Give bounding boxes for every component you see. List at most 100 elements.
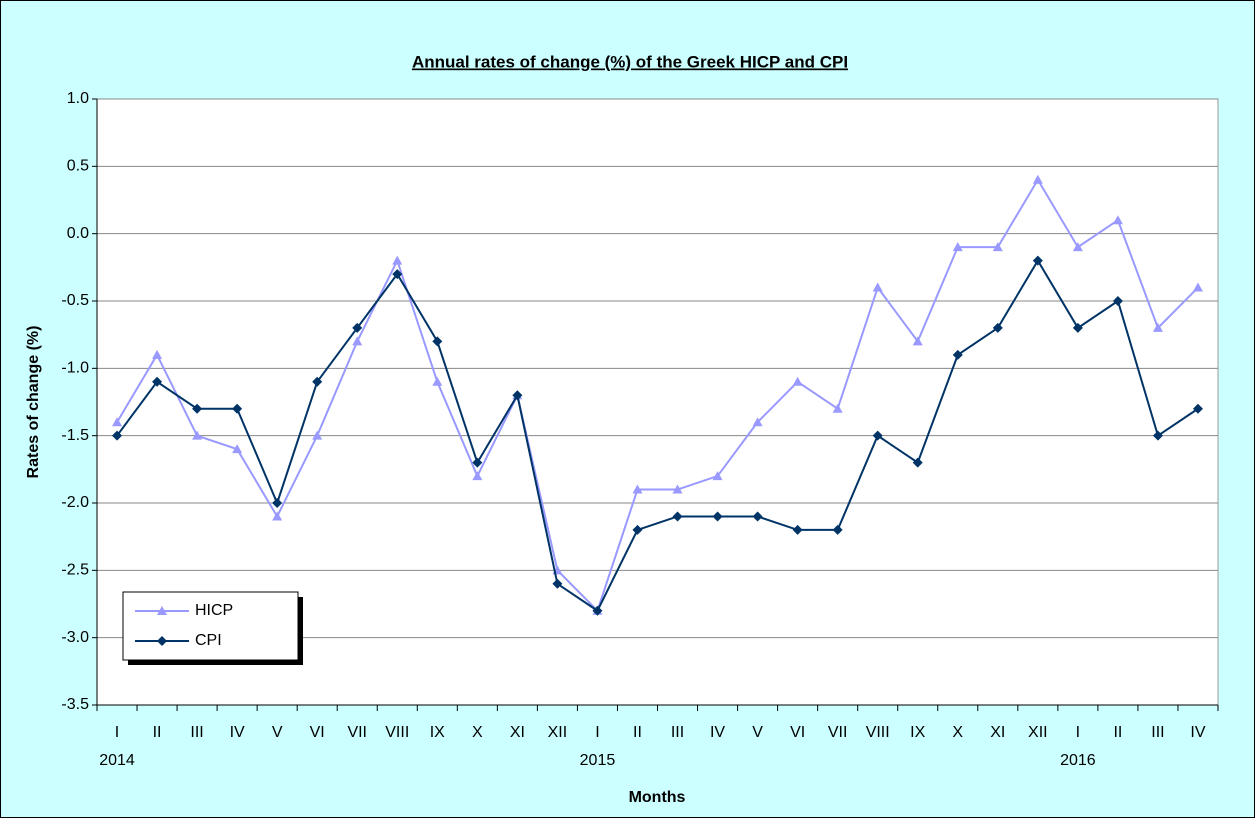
triangle-marker (672, 484, 683, 494)
x-tick-label: IX (430, 724, 445, 741)
x-tick-label: II (633, 724, 642, 741)
x-tick-label: I (595, 724, 599, 741)
legend-label: CPI (195, 632, 222, 649)
triangle-marker (112, 417, 123, 427)
x-tick-label: IV (1190, 724, 1205, 741)
series-line (116, 258, 1199, 613)
triangle-marker (1112, 215, 1123, 225)
diamond-marker (192, 403, 203, 414)
legend-label: HICP (195, 602, 233, 619)
diamond-marker (1192, 403, 1203, 414)
y-tick-label: 1.0 (67, 90, 89, 107)
y-tick-label: -1.5 (61, 427, 89, 444)
x-tick-label: II (153, 724, 162, 741)
triangle-marker (272, 511, 283, 521)
series-line (116, 177, 1199, 613)
x-tick-label: X (472, 724, 483, 741)
triangle-marker (752, 417, 763, 427)
x-tick-label: VIII (866, 724, 890, 741)
diamond-marker (672, 511, 683, 522)
triangle-marker (1152, 322, 1163, 332)
x-tick-label: V (272, 724, 283, 741)
diamond-marker (912, 457, 923, 468)
triangle-marker (1032, 174, 1043, 184)
triangle-marker (872, 282, 883, 292)
y-axis-label: Rates of change (%) (25, 326, 42, 479)
diamond-marker (512, 390, 523, 401)
x-tick-label: V (752, 724, 763, 741)
x-tick-label: I (115, 724, 119, 741)
triangle-marker (712, 471, 723, 481)
x-tick-label: VII (347, 724, 367, 741)
diamond-marker (632, 524, 643, 535)
diamond-marker (1032, 255, 1043, 266)
diamond-marker (112, 430, 123, 441)
x-tick-label: VII (828, 724, 848, 741)
triangle-marker (1192, 282, 1203, 292)
year-label: 2016 (1060, 752, 1096, 769)
diamond-marker (872, 430, 883, 441)
x-tick-label: VI (310, 724, 325, 741)
triangle-marker (192, 430, 203, 440)
x-tick-label: XII (548, 724, 568, 741)
x-tick-label: III (1151, 724, 1164, 741)
diamond-marker (592, 605, 603, 616)
diamond-marker (992, 322, 1003, 333)
year-label: 2015 (580, 752, 616, 769)
triangle-marker (832, 403, 843, 413)
chart-title: Annual rates of change (%) of the Greek … (412, 52, 848, 71)
diamond-marker (472, 457, 483, 468)
diamond-marker (552, 578, 563, 589)
triangle-marker (157, 606, 167, 615)
diamond-marker (792, 524, 803, 535)
x-tick-label: X (952, 724, 963, 741)
x-tick-label: III (671, 724, 684, 741)
triangle-marker (152, 349, 163, 359)
y-tick-label: -0.5 (61, 292, 89, 309)
legend-box (122, 591, 299, 661)
triangle-marker (312, 430, 323, 440)
diamond-marker (752, 511, 763, 522)
triangle-marker (792, 376, 803, 386)
triangle-marker (472, 471, 483, 481)
triangle-marker (352, 336, 363, 346)
y-tick-label: 0.0 (67, 225, 89, 242)
diamond-marker (312, 376, 323, 387)
x-tick-label: XII (1028, 724, 1048, 741)
x-tick-label: I (1076, 724, 1080, 741)
x-tick-label: II (1113, 724, 1122, 741)
triangle-marker (912, 336, 923, 346)
x-tick-label: XI (990, 724, 1005, 741)
triangle-marker (392, 255, 403, 265)
x-tick-label: VIII (385, 724, 409, 741)
diamond-marker (1112, 296, 1123, 306)
y-tick-label: 0.5 (67, 158, 89, 175)
diamond-marker (392, 269, 403, 280)
y-tick-label: -3.0 (61, 629, 89, 646)
triangle-marker (952, 242, 963, 252)
x-tick-label: IX (910, 724, 925, 741)
diamond-marker (157, 636, 167, 646)
diamond-marker (952, 349, 963, 360)
diamond-marker (152, 376, 163, 387)
y-tick-label: -3.5 (61, 696, 89, 713)
diamond-marker (712, 511, 723, 522)
triangle-marker (992, 242, 1003, 252)
diamond-marker (232, 403, 243, 414)
diamond-marker (432, 336, 443, 347)
x-tick-label: IV (230, 724, 245, 741)
triangle-marker (1072, 242, 1083, 252)
diamond-marker (1072, 322, 1083, 333)
y-tick-label: -1.0 (61, 360, 89, 377)
triangle-marker (632, 484, 643, 494)
x-tick-label: VI (790, 724, 805, 741)
y-tick-label: -2.5 (61, 562, 89, 579)
diamond-marker (1152, 430, 1163, 441)
diamond-marker (352, 322, 363, 333)
diamond-marker (272, 498, 283, 508)
diamond-marker (832, 524, 843, 535)
x-tick-label: III (190, 724, 203, 741)
x-tick-label: XI (510, 724, 525, 741)
triangle-marker (232, 444, 243, 454)
